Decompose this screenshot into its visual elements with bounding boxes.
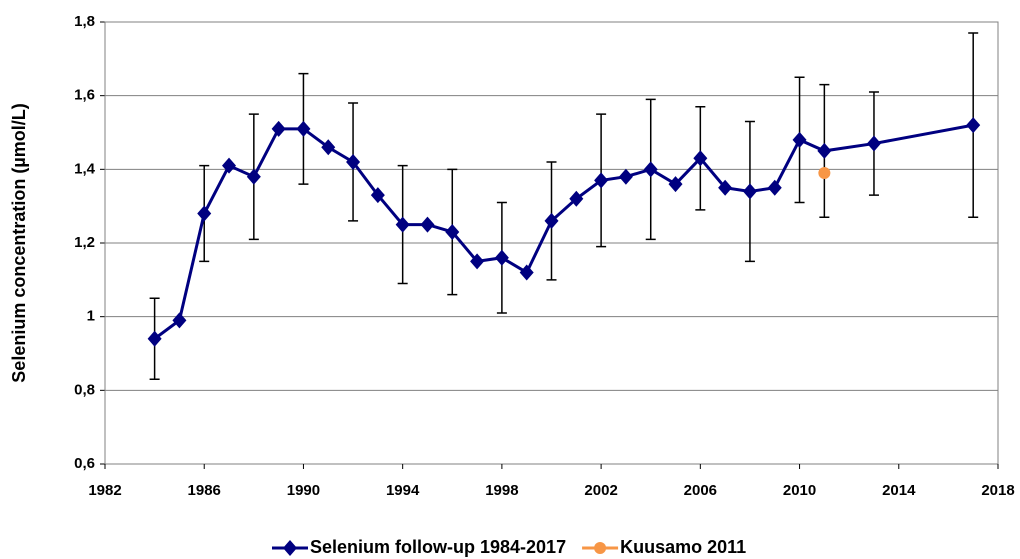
data-point (544, 212, 559, 229)
data-point (395, 216, 410, 233)
plot-frame (104, 21, 999, 465)
x-tick-label: 1994 (386, 482, 420, 499)
data-point (470, 253, 485, 270)
x-tick-label: 1982 (88, 482, 121, 499)
data-point (445, 223, 460, 240)
data-point (420, 216, 435, 233)
data-point (569, 190, 584, 207)
x-tick-label: 2018 (981, 482, 1014, 499)
x-tick-label: 2010 (783, 482, 816, 499)
data-point (321, 139, 336, 156)
data-point (618, 168, 633, 185)
data-point (668, 176, 683, 193)
y-tick-label: 1,6 (74, 87, 95, 104)
y-tick-label: 1,2 (74, 234, 95, 251)
data-point (767, 179, 782, 196)
data-point (693, 150, 708, 167)
data-point (147, 330, 162, 347)
data-point (792, 131, 807, 148)
x-tick-label: 1998 (485, 482, 518, 499)
x-tick-label: 2014 (882, 482, 916, 499)
y-tick-label: 0,6 (74, 455, 95, 472)
y-tick-label: 0,8 (74, 381, 95, 398)
data-point (494, 249, 509, 266)
data-point (172, 312, 187, 329)
data-point (718, 179, 733, 196)
y-axis-label: Selenium concentration (µmol/L) (9, 103, 29, 382)
data-point (742, 183, 757, 200)
data-point (271, 120, 286, 137)
legend-label: Kuusamo 2011 (620, 537, 746, 557)
y-tick-label: 1,8 (74, 13, 95, 30)
data-point (643, 161, 658, 178)
data-point (370, 187, 385, 204)
legend-marker (283, 540, 297, 556)
x-tick-label: 1990 (287, 482, 320, 499)
data-point (519, 264, 534, 281)
y-tick-label: 1 (87, 308, 95, 325)
x-tick-label: 2002 (584, 482, 617, 499)
legend-marker (594, 542, 607, 554)
data-point (594, 172, 609, 189)
data-point (296, 120, 311, 137)
legend-label: Selenium follow-up 1984-2017 (310, 537, 566, 557)
data-point (197, 205, 212, 222)
data-point (866, 135, 881, 152)
data-point (817, 142, 832, 159)
data-point (818, 167, 831, 180)
x-tick-label: 1986 (188, 482, 221, 499)
data-point (966, 117, 981, 134)
y-tick-label: 1,4 (74, 160, 96, 177)
data-point (346, 153, 361, 170)
data-point (246, 168, 261, 185)
data-line (153, 123, 974, 340)
x-tick-label: 2006 (684, 482, 717, 499)
data-point (222, 157, 237, 174)
